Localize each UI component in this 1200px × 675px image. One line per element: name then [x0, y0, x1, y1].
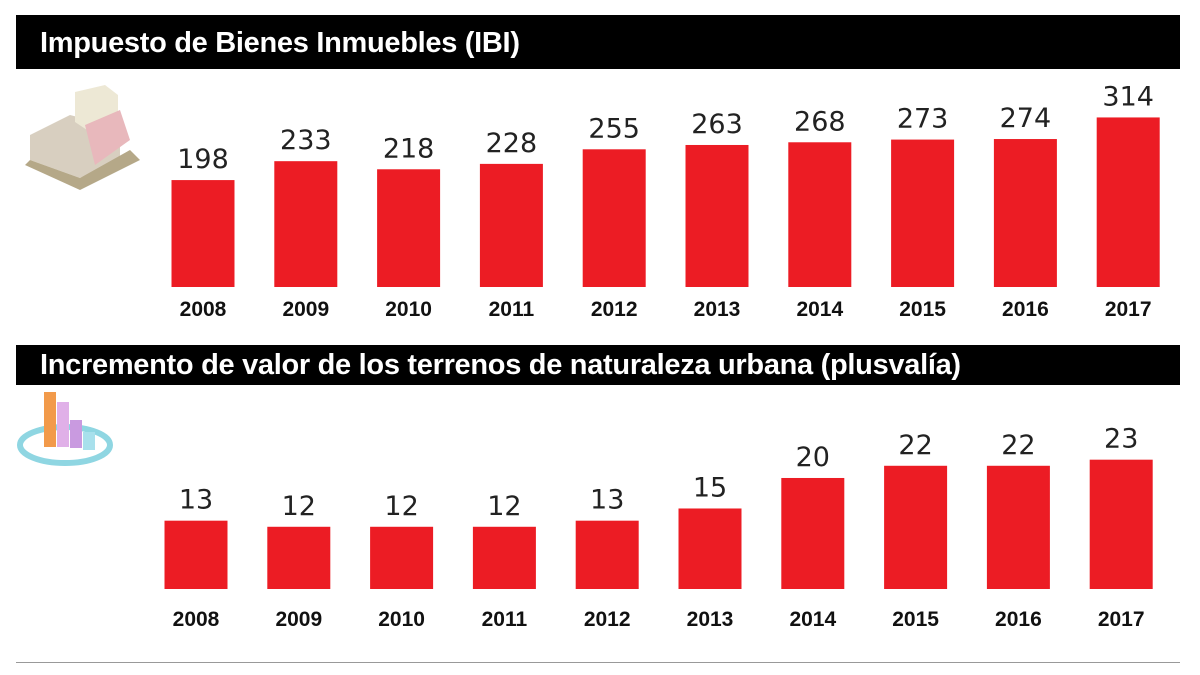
bar-2011: [479, 163, 543, 287]
x-tick-label: 2011: [482, 608, 528, 631]
data-label: 263: [691, 109, 743, 140]
data-label: 273: [897, 104, 949, 135]
bar-2012: [582, 149, 646, 287]
data-label: 228: [486, 128, 538, 159]
chart-title-ibi: Impuesto de Bienes Inmuebles (IBI): [16, 15, 1180, 69]
data-label: 22: [898, 430, 932, 461]
bar-2015: [891, 139, 955, 287]
bar-2016: [986, 465, 1050, 589]
buildings-icon: [25, 85, 140, 190]
bottom-divider: [16, 662, 1180, 663]
x-tick-label: 2013: [687, 608, 734, 631]
bar-2010: [377, 169, 441, 287]
data-label: 13: [179, 485, 213, 516]
bar-2016: [993, 139, 1057, 287]
bar-2009: [274, 161, 338, 287]
data-label: 314: [1102, 81, 1154, 112]
bar-2010: [370, 526, 434, 589]
x-tick-label: 2017: [1105, 298, 1152, 321]
x-tick-label: 2008: [180, 298, 227, 321]
bar-2015: [884, 465, 948, 589]
x-tick-label: 2013: [694, 298, 741, 321]
bar-2014: [788, 142, 852, 287]
bar-2011: [472, 526, 536, 589]
x-tick-label: 2014: [789, 608, 836, 631]
x-tick-label: 2011: [489, 298, 535, 321]
data-label: 22: [1001, 430, 1035, 461]
x-tick-label: 2010: [385, 298, 432, 321]
data-label: 255: [588, 113, 640, 144]
bar-2013: [678, 508, 742, 589]
x-tick-label: 2015: [892, 608, 939, 631]
x-tick-label: 2015: [899, 298, 946, 321]
bar-chart-icon: [17, 392, 113, 466]
x-tick-label: 2014: [796, 298, 843, 321]
data-label: 13: [590, 485, 624, 516]
x-tick-label: 2010: [378, 608, 425, 631]
bar-2008: [164, 520, 228, 589]
data-label: 274: [1000, 103, 1052, 134]
bar-2014: [781, 477, 845, 589]
data-label: 268: [794, 106, 846, 137]
bar-2009: [267, 526, 331, 589]
data-label: 15: [693, 472, 727, 503]
x-tick-label: 2016: [1002, 298, 1049, 321]
data-label: 218: [383, 133, 435, 164]
x-tick-label: 2009: [275, 608, 322, 631]
x-tick-label: 2008: [173, 608, 220, 631]
bar-2008: [171, 180, 235, 287]
x-tick-label: 2016: [995, 608, 1042, 631]
data-label: 20: [796, 442, 830, 473]
bar-2013: [685, 144, 749, 287]
x-tick-label: 2012: [591, 298, 638, 321]
data-label: 198: [177, 144, 229, 175]
data-label: 12: [384, 491, 418, 522]
bar-2017: [1096, 117, 1160, 287]
chart-title-plusvalia: Incremento de valor de los terrenos de n…: [16, 345, 1180, 385]
x-tick-label: 2017: [1098, 608, 1145, 631]
data-label: 12: [487, 491, 521, 522]
data-label: 233: [280, 125, 332, 156]
data-label: 12: [282, 491, 316, 522]
data-label: 23: [1104, 424, 1138, 455]
x-tick-label: 2009: [282, 298, 329, 321]
bar-2012: [575, 520, 639, 589]
x-tick-label: 2012: [584, 608, 631, 631]
bar-2017: [1089, 459, 1153, 589]
